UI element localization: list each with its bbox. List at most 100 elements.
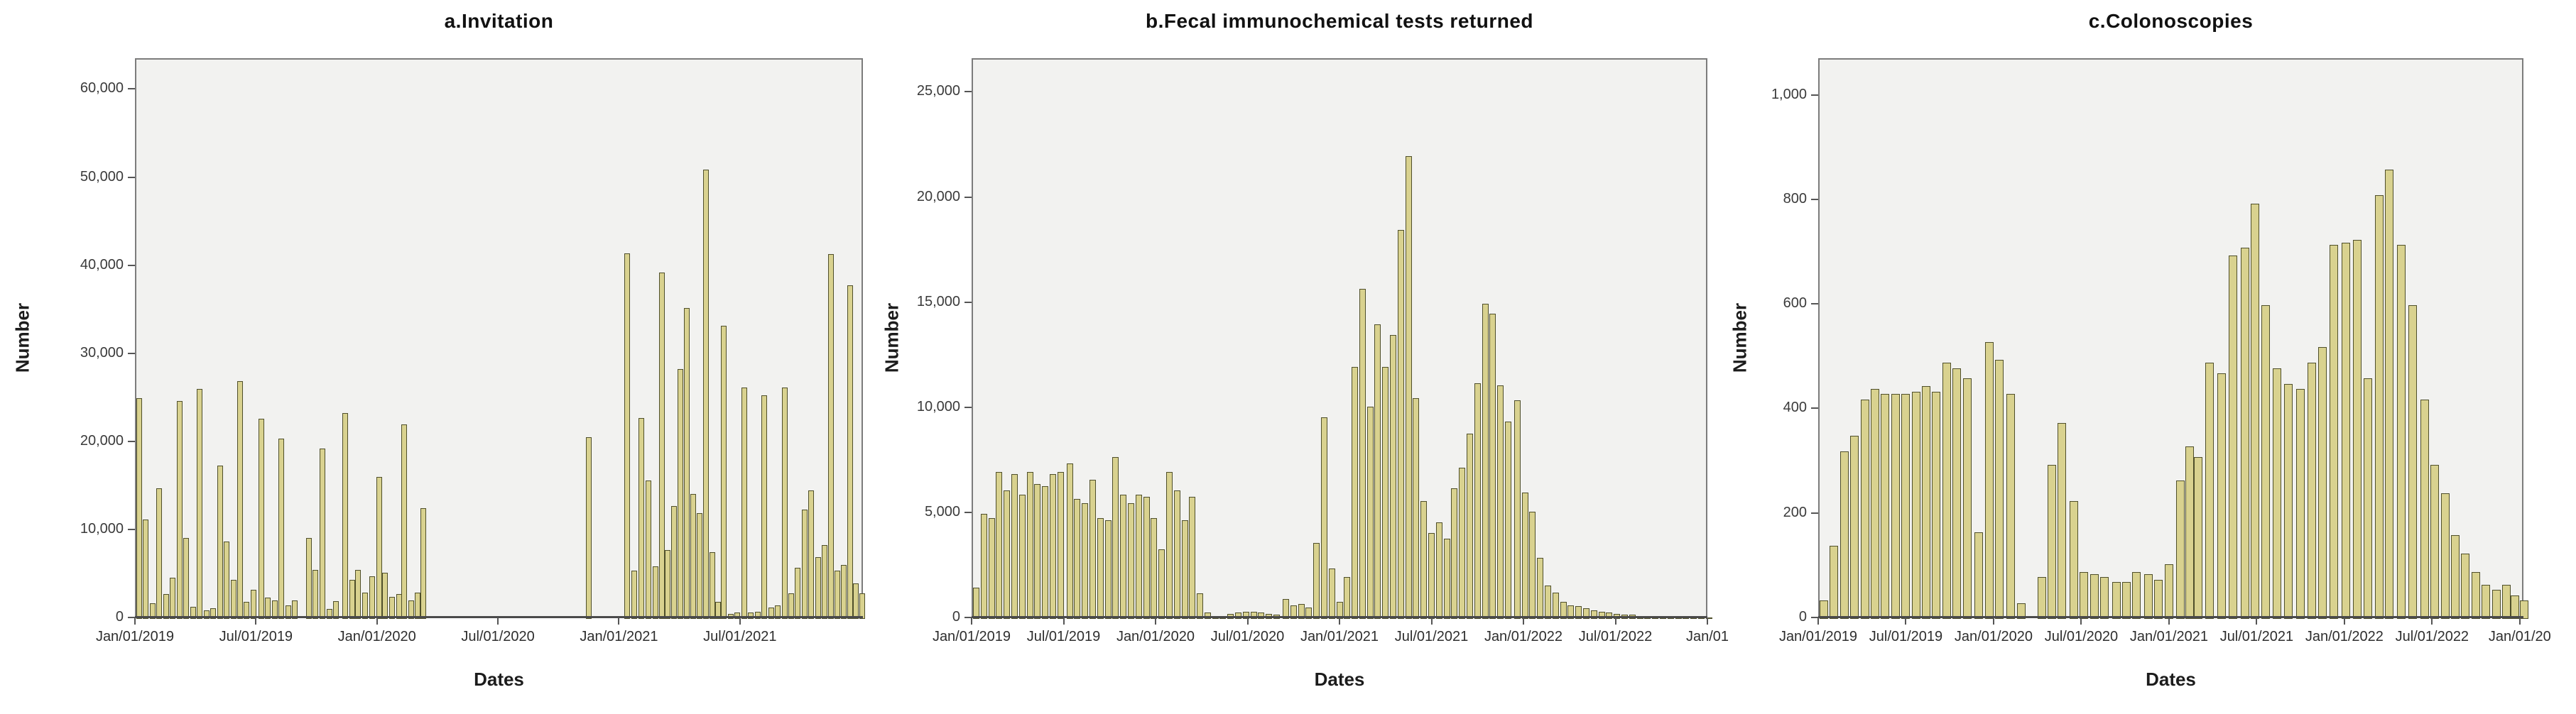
bar — [2408, 305, 2417, 619]
bar — [2385, 169, 2393, 619]
bar — [2006, 394, 2015, 619]
bar — [1567, 605, 1574, 619]
bar — [204, 610, 210, 619]
x-tick-label: Jul/01/2020 — [2044, 629, 2119, 644]
bar — [2364, 378, 2372, 619]
bar — [1560, 602, 1567, 619]
bar — [775, 605, 781, 619]
x-tick-label: Jul/01/2019 — [219, 629, 293, 644]
bar — [382, 573, 388, 619]
bar — [1251, 611, 1257, 619]
bar — [2048, 464, 2056, 619]
bar — [1932, 391, 1940, 619]
bar — [728, 613, 734, 619]
bar — [362, 592, 368, 619]
y-tick — [128, 88, 135, 90]
bar — [981, 513, 987, 619]
bar — [1321, 417, 1327, 619]
x-tick — [1339, 617, 1340, 625]
bar — [1298, 604, 1305, 619]
bar — [1489, 314, 1496, 619]
bar — [671, 506, 677, 619]
x-tick — [2518, 617, 2521, 625]
x-tick-label: Jan/01/2019 — [1778, 629, 1858, 644]
bar — [2217, 373, 2226, 619]
y-tick — [964, 301, 972, 303]
bar — [2318, 347, 2327, 619]
x-tick — [1155, 617, 1156, 625]
bar — [1313, 543, 1320, 619]
bar — [259, 419, 264, 619]
x-axis-line — [1818, 616, 2523, 618]
bar — [755, 612, 761, 619]
bar — [586, 437, 592, 619]
y-tick-label: 0 — [952, 609, 960, 625]
bar — [1901, 394, 1910, 619]
bar — [2430, 464, 2439, 619]
bar — [1683, 617, 1689, 619]
bar — [748, 613, 754, 619]
bar — [2451, 535, 2460, 619]
bar — [808, 490, 814, 619]
bar — [1482, 303, 1489, 619]
bar — [136, 397, 142, 619]
bar — [251, 590, 256, 619]
y-tick-label: 400 — [1783, 400, 1807, 416]
y-tick-label: 15,000 — [916, 293, 960, 309]
y-tick-label: 800 — [1783, 190, 1807, 207]
y-tick — [128, 352, 135, 354]
bar — [1644, 615, 1651, 619]
bar — [265, 598, 271, 619]
bar — [1840, 451, 1849, 619]
bar — [2017, 603, 2026, 619]
x-tick-label: Jan/01/2020 — [337, 629, 416, 644]
x-tick — [1614, 617, 1616, 625]
bar — [2100, 577, 2109, 619]
bar — [1537, 558, 1543, 619]
x-tick-label: Jul/01/2022 — [2395, 629, 2469, 644]
bar — [678, 368, 683, 619]
x-tick — [1246, 617, 1249, 625]
x-tick — [1817, 617, 1819, 625]
bar — [2229, 256, 2237, 619]
bar — [1205, 613, 1211, 619]
bar — [1963, 378, 1972, 619]
bar — [1675, 617, 1682, 619]
bar — [150, 603, 156, 619]
bar — [1136, 495, 1142, 619]
y-tick-label: 40,000 — [80, 256, 124, 273]
bar — [1120, 495, 1126, 619]
bar — [802, 510, 808, 619]
bar — [2038, 577, 2046, 619]
bar — [1942, 363, 1951, 619]
bar — [1522, 493, 1528, 619]
bar — [1235, 613, 1241, 619]
bar — [684, 307, 690, 619]
bar — [2058, 422, 2066, 619]
bar — [369, 576, 375, 619]
bar — [1575, 606, 1582, 619]
bar — [1067, 463, 1073, 619]
bar — [822, 544, 827, 619]
bar — [2165, 564, 2173, 619]
y-tick-label: 0 — [1798, 609, 1807, 625]
bar — [2273, 368, 2281, 619]
bar — [2241, 248, 2249, 619]
bar — [1143, 497, 1150, 619]
bar — [2441, 493, 2450, 619]
x-tick-label: Jul/01/2021 — [1394, 629, 1469, 644]
bar — [1891, 394, 1900, 619]
bar — [973, 587, 979, 619]
bar — [1583, 608, 1589, 619]
bar — [715, 602, 721, 619]
bar — [1690, 617, 1697, 619]
x-tick-label: Jan/01/2021 — [2129, 629, 2208, 644]
x-tick — [2343, 617, 2345, 625]
bar — [333, 601, 339, 619]
bar — [1089, 480, 1096, 619]
y-tick-label: 1,000 — [1771, 86, 1807, 102]
y-tick-label: 600 — [1783, 295, 1807, 312]
bar — [1212, 615, 1219, 619]
y-tick — [964, 91, 972, 93]
